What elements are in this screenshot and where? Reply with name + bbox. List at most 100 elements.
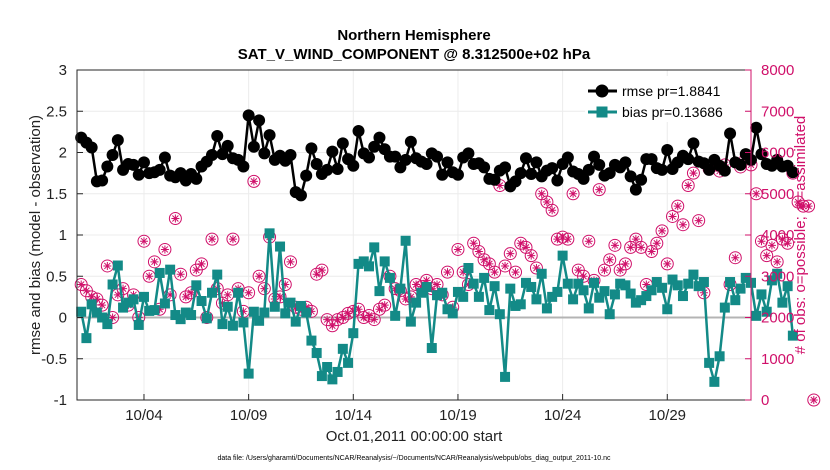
obs-point bbox=[545, 203, 559, 217]
obs-possible-marker bbox=[650, 236, 664, 250]
rmse-point bbox=[404, 135, 417, 148]
bias-point bbox=[112, 260, 123, 271]
rmse-point bbox=[431, 150, 444, 163]
y2-tick-label: 3000 bbox=[761, 268, 794, 285]
rmse-point bbox=[221, 139, 234, 152]
bias-point bbox=[133, 319, 144, 330]
bias-point bbox=[583, 303, 594, 314]
obs-point bbox=[315, 263, 329, 277]
obs-assimilated-marker bbox=[160, 245, 169, 254]
bias-point bbox=[719, 302, 730, 313]
y-tick-label: 2.5 bbox=[46, 103, 67, 120]
rmse-point bbox=[519, 152, 532, 165]
bias-point bbox=[400, 235, 411, 246]
x-tick-label: 10/29 bbox=[648, 407, 686, 424]
obs-assimilated-marker bbox=[364, 311, 373, 320]
bias-point bbox=[505, 283, 516, 294]
bias-point bbox=[761, 306, 772, 317]
obs-assimilated-marker bbox=[82, 286, 91, 295]
obs-assimilated-marker bbox=[584, 237, 593, 246]
rmse-point bbox=[85, 141, 98, 154]
obs-point bbox=[195, 257, 209, 271]
bias-point bbox=[259, 307, 270, 318]
obs-assimilated-marker bbox=[338, 313, 347, 322]
obs-assimilated-marker bbox=[328, 321, 337, 330]
obs-point bbox=[247, 174, 261, 188]
legend-bias-label: bias pr=0.13686 bbox=[622, 104, 723, 120]
obs-assimilated-marker bbox=[794, 198, 803, 206]
bias-point bbox=[222, 301, 233, 312]
bias-point bbox=[704, 357, 715, 368]
obs-possible-marker bbox=[802, 199, 816, 213]
legend-bias-marker bbox=[596, 106, 608, 118]
y-tick-label: 2 bbox=[59, 145, 67, 162]
obs-point bbox=[158, 242, 172, 256]
bias-point bbox=[500, 371, 511, 382]
rmse-point bbox=[682, 153, 695, 166]
obs-assimilated-marker bbox=[255, 272, 264, 281]
rmse-point bbox=[624, 170, 637, 183]
obs-assimilated-marker bbox=[521, 243, 530, 252]
obs-possible-marker bbox=[488, 265, 502, 279]
bias-point bbox=[306, 335, 317, 346]
rmse-point bbox=[331, 163, 344, 175]
bias-point bbox=[531, 294, 542, 305]
obs-assimilated-marker bbox=[422, 276, 431, 285]
obs-assimilated-marker bbox=[317, 266, 326, 275]
obs-possible-marker bbox=[367, 313, 381, 327]
bias-point bbox=[468, 278, 479, 289]
bias-point bbox=[547, 291, 558, 302]
obs-assimilated-marker bbox=[605, 255, 614, 264]
bias-point bbox=[165, 264, 176, 275]
bias-point bbox=[646, 285, 657, 296]
bias-point bbox=[641, 291, 652, 302]
bias-point bbox=[677, 291, 688, 302]
obs-assimilated-marker bbox=[208, 235, 217, 244]
obs-assimilated-marker bbox=[767, 241, 776, 250]
bias-point bbox=[568, 294, 579, 305]
obs-assimilated-marker bbox=[668, 212, 677, 221]
y-tick-label: -0.5 bbox=[41, 351, 67, 368]
obs-assimilated-marker bbox=[108, 313, 117, 322]
bias-point bbox=[196, 296, 207, 306]
obs-possible-marker bbox=[760, 249, 774, 263]
obs-possible-marker bbox=[200, 311, 214, 324]
obs-assimilated-marker bbox=[92, 294, 101, 303]
obs-possible-marker bbox=[158, 242, 172, 256]
bias-point bbox=[714, 351, 725, 362]
rmse-point bbox=[132, 168, 145, 181]
obs-assimilated-marker bbox=[145, 272, 154, 281]
bias-point bbox=[782, 281, 793, 292]
obs-possible-marker bbox=[226, 232, 240, 246]
obs-point bbox=[503, 247, 517, 261]
obs-possible-marker bbox=[671, 199, 685, 213]
bias-point bbox=[102, 319, 113, 330]
obs-point bbox=[807, 393, 821, 407]
obs-assimilated-marker bbox=[433, 280, 442, 289]
obs-assimilated-marker bbox=[354, 305, 363, 314]
rmse-point bbox=[206, 148, 219, 161]
obs-assimilated-marker bbox=[637, 243, 646, 252]
rmse-point bbox=[368, 140, 381, 153]
rmse-point bbox=[661, 144, 674, 157]
chart-title: Northern Hemisphere bbox=[337, 27, 490, 44]
rmse-point bbox=[137, 156, 150, 169]
bias-point bbox=[657, 282, 668, 293]
obs-assimilated-marker bbox=[516, 239, 525, 248]
rmse-point bbox=[420, 158, 433, 171]
rmse-point bbox=[488, 173, 501, 186]
obs-assimilated-marker bbox=[621, 259, 630, 268]
bias-point bbox=[285, 297, 296, 308]
obs-assimilated-marker bbox=[459, 268, 468, 277]
rmse-point bbox=[546, 162, 559, 175]
obs-possible-marker bbox=[440, 265, 454, 279]
bias-point bbox=[212, 269, 223, 280]
bias-point bbox=[573, 278, 584, 289]
obs-assimilated-marker bbox=[375, 305, 384, 314]
chart-subtitle: SAT_V_WIND_COMPONENT @ 8.312500e+02 hPa bbox=[238, 46, 591, 63]
obs-assimilated-marker bbox=[631, 235, 640, 244]
bias-point bbox=[243, 368, 254, 379]
obs-assimilated-marker bbox=[610, 241, 619, 250]
obs-assimilated-marker bbox=[139, 237, 148, 246]
